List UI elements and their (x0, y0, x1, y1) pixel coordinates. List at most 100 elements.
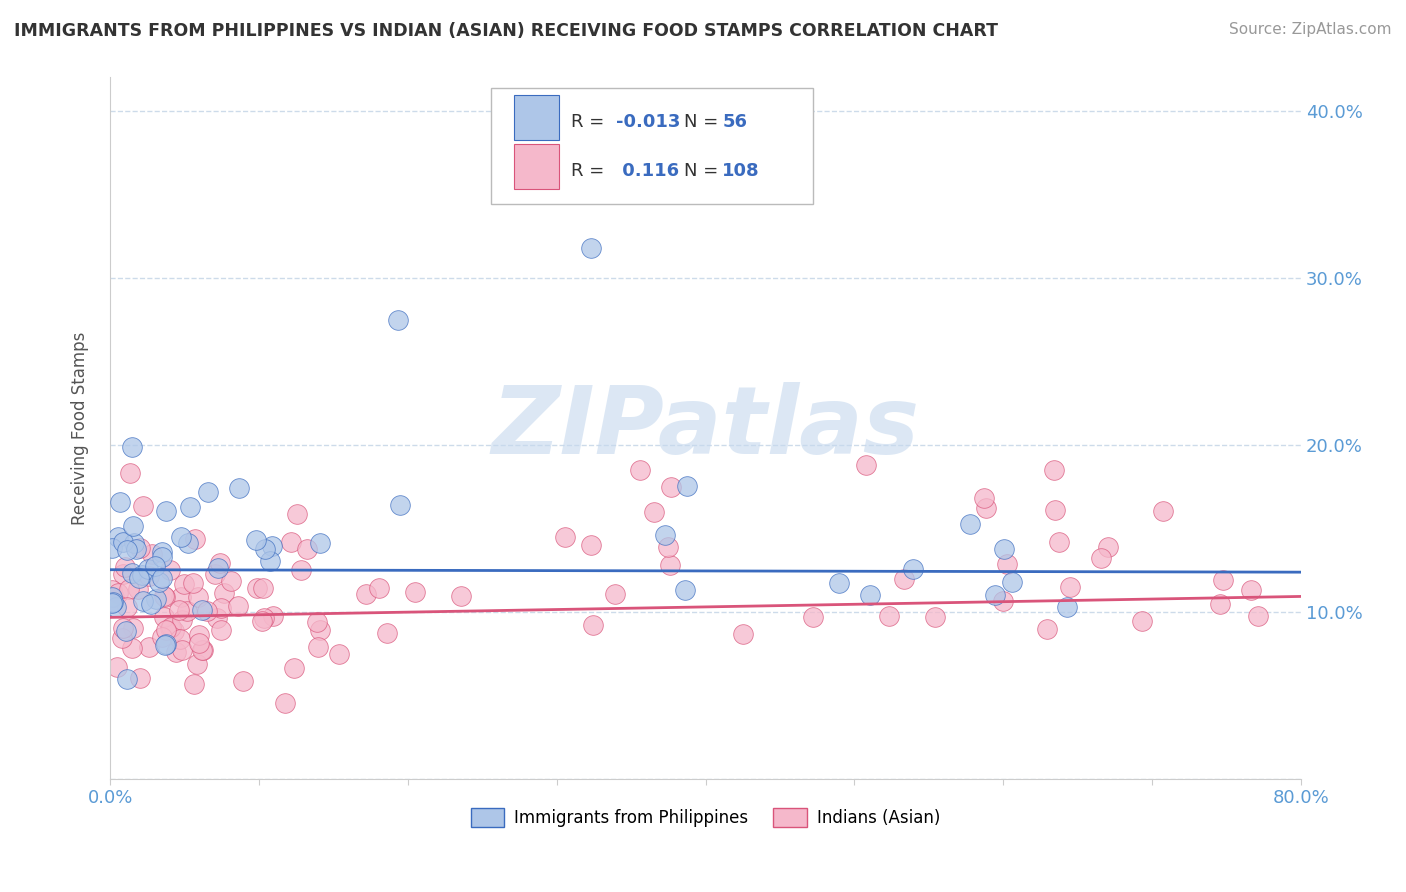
Point (1047, 535, 1070, 549)
Point (187, 590, 209, 604)
Point (659, 480, 682, 494)
Point (1212, 573, 1234, 587)
Point (450, 589, 472, 603)
Text: N =: N = (685, 161, 724, 180)
Point (176, 604, 198, 618)
Point (1152, 504, 1174, 518)
Point (554, 529, 576, 543)
Point (170, 590, 193, 604)
Point (153, 590, 176, 604)
Point (308, 623, 330, 637)
Point (112, 566, 135, 581)
Point (232, 673, 254, 688)
Point (246, 582, 269, 596)
Point (114, 560, 136, 574)
Point (260, 539, 283, 553)
Point (579, 537, 602, 551)
Point (145, 591, 167, 606)
Point (283, 660, 305, 674)
Point (120, 466, 142, 480)
Point (209, 556, 232, 570)
Point (252, 581, 274, 595)
Point (309, 536, 332, 550)
Text: N =: N = (685, 113, 724, 131)
Point (1097, 540, 1119, 554)
Y-axis label: Receiving Food Stamps: Receiving Food Stamps (72, 332, 89, 524)
Point (973, 491, 995, 506)
Point (153, 590, 176, 604)
Point (859, 588, 882, 602)
Point (191, 642, 214, 657)
Point (129, 541, 152, 555)
Text: IMMIGRANTS FROM PHILIPPINES VS INDIAN (ASIAN) RECEIVING FOOD STAMPS CORRELATION : IMMIGRANTS FROM PHILIPPINES VS INDIAN (A… (14, 22, 998, 40)
Point (173, 576, 195, 591)
Point (105, 660, 128, 674)
Point (110, 494, 132, 508)
Point (105, 600, 128, 615)
Bar (513, 144, 560, 189)
Point (375, 626, 398, 640)
Point (153, 638, 176, 652)
Point (1240, 582, 1263, 597)
Point (280, 535, 302, 549)
Point (212, 586, 235, 600)
Text: 56: 56 (723, 113, 747, 131)
Text: R =: R = (571, 161, 610, 180)
Point (209, 623, 232, 637)
Point (150, 545, 173, 559)
Point (138, 640, 160, 655)
Point (205, 611, 228, 625)
Point (112, 621, 135, 635)
Point (183, 677, 205, 691)
Point (170, 642, 193, 657)
Point (121, 641, 143, 656)
Point (159, 563, 181, 577)
Point (155, 623, 177, 637)
Point (150, 630, 173, 644)
Point (643, 505, 665, 519)
Point (155, 637, 177, 651)
Point (628, 463, 651, 477)
Point (959, 516, 981, 531)
Point (188, 636, 211, 650)
Point (388, 498, 411, 512)
FancyBboxPatch shape (491, 88, 813, 203)
Point (328, 647, 350, 661)
Point (127, 582, 149, 597)
Point (118, 582, 141, 596)
Point (159, 621, 181, 635)
Point (152, 571, 174, 585)
Point (1001, 575, 1024, 590)
Point (253, 541, 276, 556)
Point (138, 568, 160, 582)
Point (1090, 551, 1112, 566)
Point (827, 576, 849, 591)
Point (657, 540, 679, 554)
Point (356, 587, 378, 601)
Point (801, 610, 824, 624)
Point (150, 549, 173, 564)
Point (125, 541, 148, 556)
Point (1132, 615, 1154, 629)
Point (169, 632, 191, 647)
Point (673, 582, 696, 597)
Point (295, 542, 318, 557)
Legend: Immigrants from Philippines, Indians (Asian): Immigrants from Philippines, Indians (As… (464, 801, 946, 834)
Point (603, 586, 626, 600)
Point (368, 581, 391, 595)
Point (995, 557, 1018, 571)
Text: ZIPatlas: ZIPatlas (492, 382, 920, 475)
Point (148, 574, 170, 589)
Point (111, 632, 134, 646)
Point (731, 627, 754, 641)
Point (170, 530, 193, 544)
Point (1056, 599, 1078, 614)
Point (117, 672, 139, 686)
Point (122, 518, 145, 533)
Text: R =: R = (571, 113, 610, 131)
Point (121, 440, 143, 454)
Point (581, 241, 603, 255)
Point (974, 501, 997, 516)
Point (100, 541, 122, 555)
Point (253, 611, 276, 625)
